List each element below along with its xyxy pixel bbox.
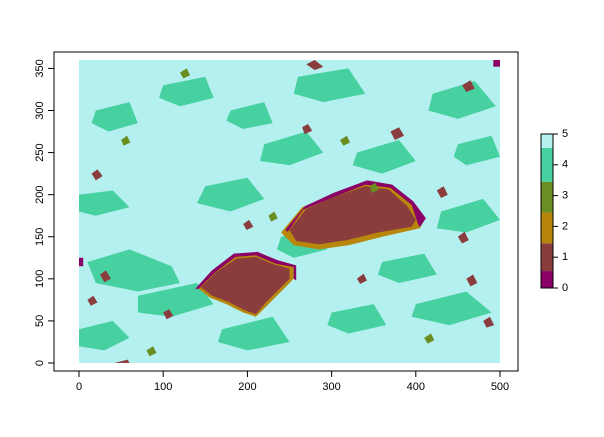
heatmap-region-level-1 [100, 270, 111, 283]
heatmap-region-level-1 [87, 295, 98, 306]
heatmap-region-level-0 [195, 251, 297, 289]
heatmap-region-level-1 [289, 186, 416, 245]
heatmap-region-level-3 [369, 182, 379, 193]
y-tick-label: 50 [34, 315, 46, 327]
legend-tick-label: 2 [562, 220, 568, 232]
heatmap-region-level-1 [483, 316, 495, 328]
y-tick-label: 250 [34, 143, 46, 161]
y-tick-label: 150 [34, 228, 46, 246]
y-tick-label: 200 [34, 185, 46, 203]
heatmap-region-level-1 [306, 60, 324, 71]
heatmap-region-level-4 [91, 102, 138, 132]
heatmap-region-level-3 [146, 346, 157, 357]
heatmap-region-level-4 [453, 135, 500, 166]
legend-color-band [541, 181, 553, 213]
color-legend: 0 1 2 3 4 5 [540, 128, 568, 294]
heatmap-region-level-1 [436, 186, 448, 198]
x-tick-label: 500 [491, 381, 509, 393]
x-tick-label: 400 [407, 381, 425, 393]
legend-tick-label: 5 [562, 128, 568, 140]
heatmap-region-level-4 [352, 140, 416, 174]
legend-color-band [541, 243, 553, 272]
x-tick-label: 200 [238, 381, 256, 393]
heatmap-area [79, 60, 500, 363]
x-tick-label: 300 [322, 381, 340, 393]
legend-tick-label: 3 [562, 190, 568, 202]
legend-color-band [541, 147, 553, 182]
heatmap-region-level-4 [226, 102, 273, 129]
heatmap-region-level-3 [340, 135, 351, 146]
heatmap-region-level-1 [302, 124, 313, 135]
legend-tick-label: 4 [562, 159, 568, 171]
legend-color-band [541, 212, 553, 244]
legend-tick-label: 1 [562, 251, 568, 263]
heatmap-region-level-4 [327, 304, 387, 334]
heatmap-region-level-4 [87, 249, 180, 292]
heatmap-region-level-1 [356, 273, 367, 284]
heatmap-region-level-4 [260, 131, 324, 166]
heatmap-region-level-4 [217, 316, 290, 351]
y-tick-label: 0 [34, 360, 46, 366]
heatmap-region-level-0 [79, 257, 84, 267]
heatmap-region-level-1 [243, 219, 254, 230]
heatmap-region-level-1 [457, 231, 469, 244]
heatmap-region-level-4 [196, 177, 265, 212]
heatmap-region-level-3 [268, 211, 278, 222]
heatmap-region-level-3 [424, 333, 435, 344]
x-tick-label: 100 [154, 381, 172, 393]
legend-tick-label: 0 [562, 282, 568, 294]
heatmap-region-level-4 [436, 198, 500, 233]
heatmap-region-level-4 [411, 291, 492, 326]
heatmap-region-level-4 [293, 68, 366, 103]
heatmap-region-level-4 [137, 283, 214, 317]
legend-frame [540, 133, 554, 289]
legend-color-band [541, 134, 553, 148]
y-axis: 0 50 100 150 200 250 300 350 [34, 59, 55, 366]
heatmap-region-level-1 [462, 80, 475, 92]
y-tick-label: 350 [34, 59, 46, 77]
heatmap-region-level-1 [390, 127, 404, 140]
heatmap-region-level-1 [466, 274, 478, 287]
heatmap-region-level-0 [493, 60, 500, 67]
heatmap-region-level-1 [163, 309, 174, 320]
legend-color-band [541, 271, 553, 288]
heatmap-region-level-1 [201, 256, 290, 315]
y-tick-label: 300 [34, 101, 46, 119]
x-axis: 0 100 200 300 400 500 [76, 370, 509, 393]
heatmap-region-level-4 [79, 190, 130, 216]
heatmap-region-level-1 [91, 169, 103, 181]
y-tick-label: 100 [34, 270, 46, 288]
heatmap-region-level-4 [377, 253, 437, 283]
heatmap-region-level-3 [180, 68, 191, 79]
heatmap-region-level-1 [114, 359, 130, 363]
heatmap-region-level-4 [159, 76, 214, 107]
heatmap-region-level-4 [79, 320, 130, 351]
heatmap-region-level-3 [121, 135, 131, 146]
x-tick-label: 0 [76, 381, 82, 393]
heatmap-region-level-4 [428, 81, 496, 119]
